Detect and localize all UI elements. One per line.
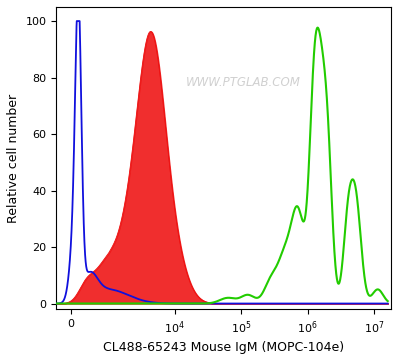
X-axis label: CL488-65243 Mouse IgM (MOPC-104e): CL488-65243 Mouse IgM (MOPC-104e): [103, 341, 344, 354]
Text: WWW.PTGLAB.COM: WWW.PTGLAB.COM: [186, 76, 301, 89]
Y-axis label: Relative cell number: Relative cell number: [7, 93, 20, 223]
